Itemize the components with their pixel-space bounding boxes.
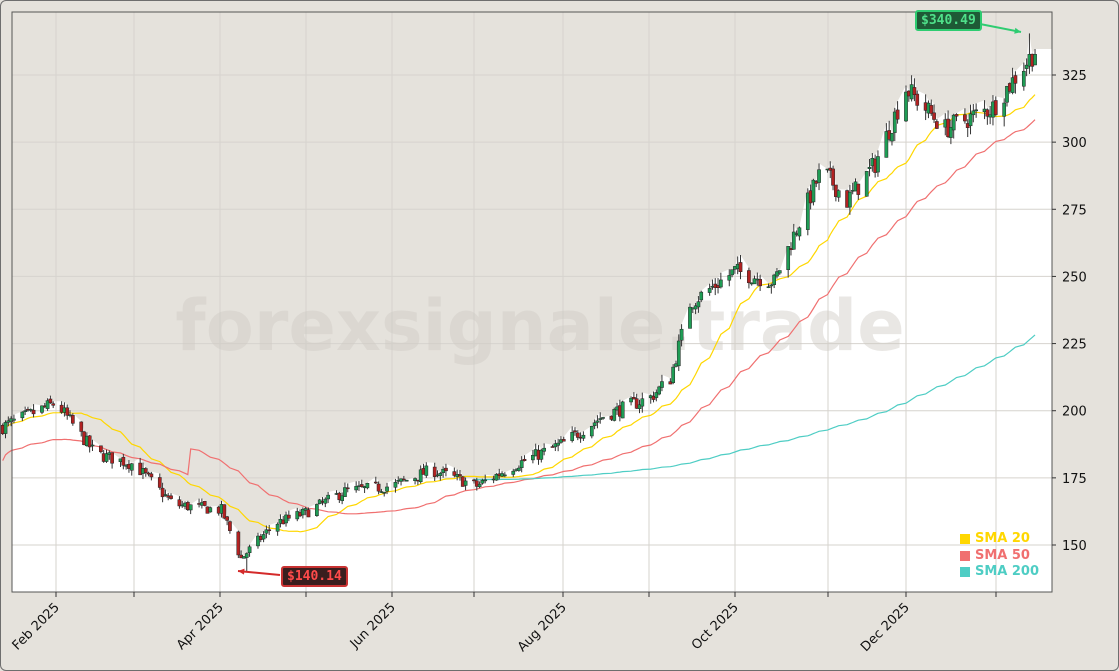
legend-swatch-icon [960, 534, 970, 545]
legend-label: SMA 20 [975, 531, 1030, 546]
svg-text:Dec 2025: Dec 2025 [858, 600, 913, 655]
svg-text:Feb 2025: Feb 2025 [10, 600, 63, 653]
annotations [237, 23, 1022, 576]
svg-text:Oct 2025: Oct 2025 [689, 600, 742, 653]
high-price-label: $340.49 [921, 13, 976, 28]
legend: SMA 20 SMA 50 SMA 200 [960, 531, 1039, 581]
svg-text:Aug 2025: Aug 2025 [515, 600, 570, 655]
high-price-callout: $340.49 [915, 10, 982, 31]
svg-text:250: 250 [1062, 270, 1087, 285]
svg-text:225: 225 [1062, 338, 1087, 353]
legend-item-sma200: SMA 200 [960, 564, 1039, 581]
svg-text:300: 300 [1062, 136, 1087, 151]
low-price-callout: $140.14 [281, 566, 348, 587]
svg-text:Apr 2025: Apr 2025 [174, 600, 227, 653]
svg-text:175: 175 [1062, 472, 1087, 487]
legend-label: SMA 50 [975, 547, 1030, 563]
plot-background [2, 12, 1053, 592]
grid-lines [12, 12, 1052, 592]
legend-swatch-icon [960, 550, 970, 561]
watermark: forexsignale.trade [175, 285, 904, 367]
candles [0, 33, 1037, 572]
svg-text:150: 150 [1062, 539, 1087, 554]
legend-swatch-icon [960, 567, 970, 578]
svg-text:275: 275 [1062, 203, 1087, 218]
legend-label: SMA 200 [975, 564, 1040, 579]
low-price-label: $140.14 [287, 569, 342, 584]
legend-item-sma20: SMA 20 [960, 531, 1039, 548]
svg-text:200: 200 [1062, 405, 1087, 420]
legend-item-sma50: SMA 50 [960, 548, 1039, 565]
svg-text:Jun 2025: Jun 2025 [347, 600, 399, 652]
svg-text:325: 325 [1062, 69, 1087, 84]
